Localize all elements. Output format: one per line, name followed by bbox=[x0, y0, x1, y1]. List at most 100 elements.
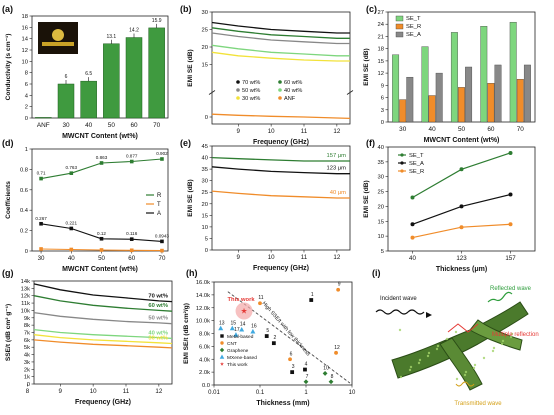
point-label: 11 bbox=[258, 295, 263, 301]
panel-label: (g) bbox=[2, 268, 14, 278]
series-line bbox=[211, 51, 350, 62]
x-tick-label: 30 bbox=[62, 122, 70, 129]
x-tick-label: 30 bbox=[38, 255, 45, 262]
y-tick-label: 25 bbox=[202, 28, 208, 34]
legend-label: Graphene bbox=[227, 348, 249, 354]
callout-text: This work bbox=[228, 297, 256, 303]
y-tick-label: 8.0k bbox=[199, 332, 210, 338]
legend-label: CNT bbox=[227, 341, 237, 347]
series-label: 50 wt% bbox=[148, 316, 168, 322]
legend-label: MXene-based bbox=[227, 355, 257, 361]
foam-texture-dot bbox=[473, 363, 477, 367]
x-tick-label: 10 bbox=[268, 128, 275, 135]
point-label: 3 bbox=[292, 364, 295, 370]
foam-texture-dot bbox=[492, 346, 496, 350]
point-label: 14 bbox=[240, 322, 246, 328]
panel-label: (d) bbox=[2, 138, 14, 148]
plot-frame bbox=[211, 11, 351, 125]
y-tick-label: 10.0k bbox=[196, 319, 210, 325]
y-tick-label: 12.0k bbox=[196, 306, 210, 312]
x-tick-label: 30 bbox=[399, 126, 407, 133]
bar bbox=[450, 32, 458, 123]
panel-label: (e) bbox=[180, 138, 191, 148]
legend-label: ANF bbox=[284, 96, 296, 102]
y-tick-label: 20 bbox=[202, 202, 208, 208]
x-tick-label: 70 bbox=[159, 255, 166, 262]
y-tick-label: 40 bbox=[202, 156, 208, 162]
foam-texture-dot bbox=[436, 344, 440, 348]
y-tick-label: 13k bbox=[21, 286, 30, 292]
multiple-reflection-label: Multiple reflection bbox=[492, 332, 539, 338]
panel-b-emi-frequency: (b) 0 15 20 25 30 9 10 11 12 70 wt% 60 wt% 50 wt% 40 … bbox=[180, 4, 354, 146]
x-tick-label: 40 bbox=[68, 255, 75, 262]
y-tick-label: 15 bbox=[202, 63, 208, 69]
data-point bbox=[160, 239, 164, 244]
bar bbox=[148, 27, 165, 119]
foam-texture-dot bbox=[464, 370, 468, 374]
x-tick-label: 0.01 bbox=[208, 390, 220, 396]
data-point bbox=[39, 221, 43, 226]
series-line bbox=[211, 156, 350, 162]
data-point bbox=[218, 325, 224, 331]
y-tick-label: 14.0k bbox=[196, 293, 210, 299]
foam-texture-dot bbox=[427, 351, 431, 355]
data-label: 0.863 bbox=[96, 155, 108, 160]
x-tick-label: 11 bbox=[123, 388, 130, 395]
y-tick-label: 16.0k bbox=[196, 280, 210, 286]
bar bbox=[35, 117, 52, 119]
data-point bbox=[220, 341, 224, 345]
x-tick-label: 123 bbox=[456, 255, 467, 262]
legend-marker bbox=[236, 96, 240, 100]
y-tick-label: 0 bbox=[381, 120, 384, 126]
bar-value-label: 15.9 bbox=[152, 18, 162, 24]
x-tick-label: ANF bbox=[37, 122, 50, 129]
y-axis-label: EMI SE (dB) bbox=[187, 179, 194, 216]
foam-texture-dot bbox=[463, 373, 467, 377]
data-point bbox=[99, 236, 104, 241]
y-tick-label: 8 bbox=[25, 71, 28, 77]
series-line bbox=[33, 334, 173, 345]
y-tick-label: 0.0 bbox=[202, 383, 210, 389]
y-tick-label: 15 bbox=[378, 219, 384, 225]
foam-texture-dot bbox=[409, 365, 413, 369]
legend-marker bbox=[278, 88, 282, 92]
data-point bbox=[334, 350, 338, 355]
bar bbox=[80, 80, 97, 119]
y-tick-label: 10k bbox=[21, 308, 30, 314]
point-label: 15 bbox=[231, 320, 237, 326]
legend-label: R bbox=[157, 193, 162, 199]
y-tick-label: 5 bbox=[381, 249, 384, 255]
legend-marker bbox=[400, 153, 404, 157]
data-point bbox=[410, 195, 415, 200]
data-point bbox=[508, 150, 513, 155]
legend-label: This work bbox=[227, 362, 248, 368]
x-tick-label: 12 bbox=[333, 254, 340, 261]
bar bbox=[458, 87, 465, 123]
point-label: 4 bbox=[305, 362, 308, 368]
y-tick-label: 25 bbox=[202, 190, 208, 196]
data-point bbox=[459, 204, 464, 209]
y-axis-label: EMI SE (dB) bbox=[363, 180, 370, 217]
bar-value-label: 14.2 bbox=[129, 28, 139, 34]
data-point bbox=[410, 222, 415, 227]
bar bbox=[516, 79, 524, 123]
y-tick-label: 5 bbox=[205, 236, 208, 242]
panel-label: (i) bbox=[372, 268, 381, 278]
x-tick-label: 50 bbox=[108, 122, 116, 129]
series-line bbox=[211, 113, 351, 120]
data-point bbox=[129, 159, 134, 164]
data-point bbox=[129, 237, 134, 241]
x-tick-label: 70 bbox=[153, 122, 161, 129]
arrow-head-icon bbox=[426, 312, 432, 318]
x-tick-label: 9 bbox=[237, 128, 241, 135]
y-tick-label: 6 bbox=[25, 82, 28, 88]
foam-texture-dot bbox=[482, 356, 486, 360]
bar bbox=[399, 99, 407, 123]
data-point bbox=[241, 307, 248, 314]
y-tick-label: 27 bbox=[378, 10, 384, 16]
foam-texture-dot bbox=[500, 342, 504, 346]
y-tick-label: 30 bbox=[378, 175, 384, 181]
panel-d-coefficients: (d) 0 0.2 0.4 0.6 0.8 1 30 40 50 60 70 0.71 0.763 0.86… bbox=[2, 138, 169, 273]
x-tick-label: 1 bbox=[304, 390, 308, 396]
data-point bbox=[39, 176, 43, 181]
